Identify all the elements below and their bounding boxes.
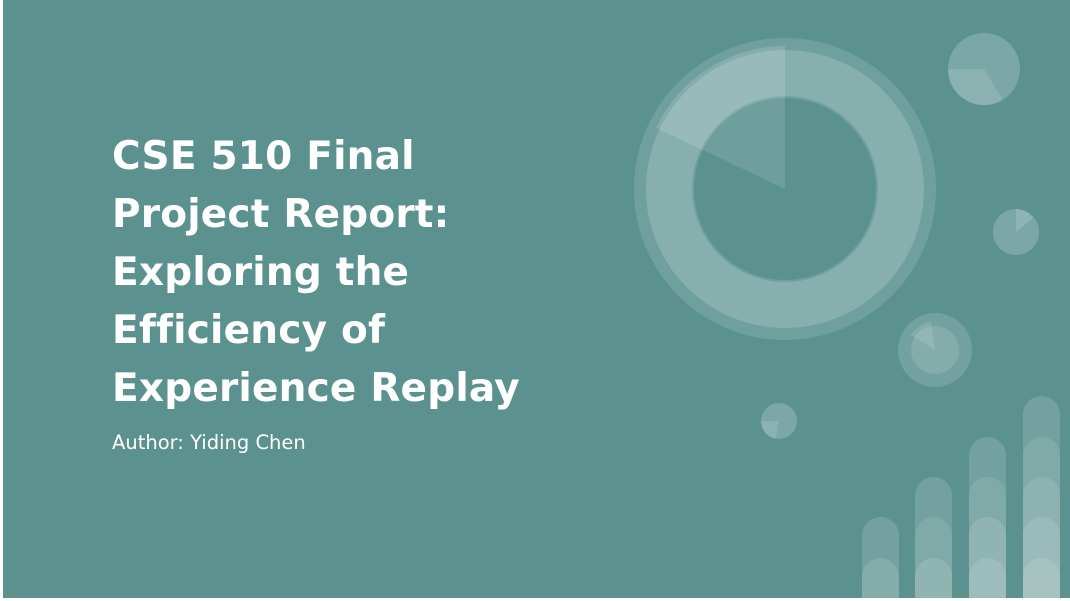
small-pie-graphic-1	[947, 33, 1020, 106]
title-line-4: Efficiency of	[112, 308, 386, 353]
small-pie-graphic-2	[993, 209, 1039, 255]
rounded-bar-chart-graphic	[862, 396, 1060, 598]
large-donut-chart-graphic	[634, 38, 936, 340]
title-line-1: CSE 510 Final	[112, 134, 415, 179]
ring-pie-graphic	[898, 313, 972, 387]
title-line-5: Experience Replay	[112, 366, 520, 411]
slide-title: CSE 510 Final Project Report: Exploring …	[112, 128, 582, 418]
decorative-graphics	[634, 33, 1060, 598]
slide-subtitle-author: Author: Yiding Chen	[112, 431, 306, 454]
title-line-2: Project Report:	[112, 192, 450, 237]
slide: CSE 510 Final Project Report: Exploring …	[3, 0, 1070, 598]
tiny-pie-graphic	[760, 403, 797, 439]
title-line-3: Exploring the	[112, 250, 410, 295]
